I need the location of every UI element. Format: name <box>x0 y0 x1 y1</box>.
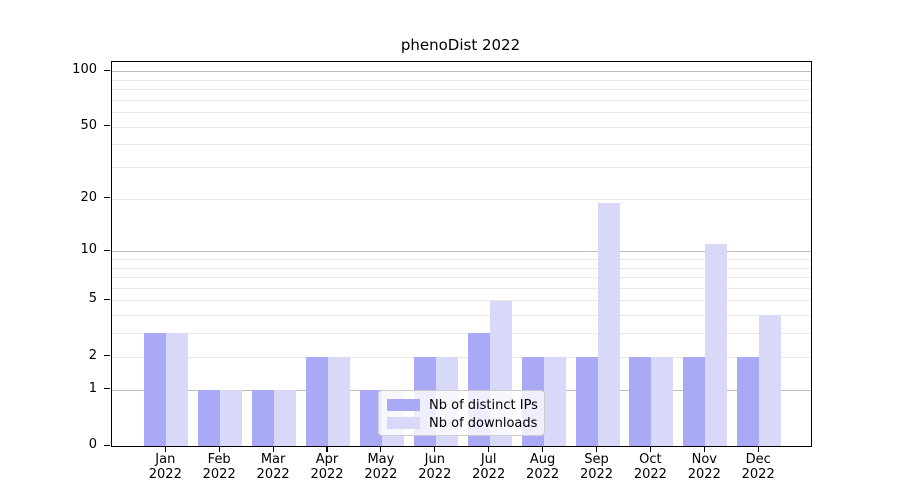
x-tick-label: Sep 2022 <box>579 452 614 482</box>
x-tick-label: Jun 2022 <box>418 452 452 482</box>
bar-distinct-ips <box>359 389 382 446</box>
legend-label: Nb of distinct IPs <box>429 397 538 413</box>
x-tick-mark <box>434 446 436 452</box>
plot-area <box>111 61 812 447</box>
bar-downloads <box>543 356 566 446</box>
y-tick-mark <box>104 69 110 71</box>
major-gridline <box>112 71 811 73</box>
legend-item-distinct-ips: Nb of distinct IPs <box>387 396 538 414</box>
x-tick-label: Apr 2022 <box>310 452 344 482</box>
y-tick-label: 50 <box>80 117 97 133</box>
x-tick-mark <box>326 446 328 452</box>
x-tick-label: Mar 2022 <box>256 452 290 482</box>
minor-gridline <box>112 144 811 146</box>
y-tick-mark <box>104 197 110 199</box>
bar-distinct-ips <box>737 356 760 446</box>
minor-gridline <box>112 356 811 358</box>
y-tick-label: 5 <box>88 291 97 307</box>
bar-distinct-ips <box>198 389 221 446</box>
minor-gridline <box>112 198 811 200</box>
x-tick-label: Feb 2022 <box>202 452 236 482</box>
y-tick-label: 0 <box>88 437 97 452</box>
x-tick-mark <box>542 446 544 452</box>
x-tick-mark <box>703 446 705 452</box>
x-tick-mark <box>218 446 220 452</box>
y-tick-label: 1 <box>88 380 97 396</box>
x-tick-label: Nov 2022 <box>687 452 721 482</box>
x-tick-label: Dec 2022 <box>741 452 775 482</box>
y-tick-mark <box>104 388 110 390</box>
legend: Nb of distinct IPs Nb of downloads <box>378 390 545 436</box>
minor-gridline <box>112 167 811 169</box>
x-tick-label: Oct 2022 <box>633 452 667 482</box>
x-tick-mark <box>757 446 759 452</box>
bar-downloads <box>759 315 782 446</box>
minor-gridline <box>112 89 811 91</box>
y-tick-mark <box>104 125 110 127</box>
bar-distinct-ips <box>629 356 652 446</box>
y-tick-mark <box>104 298 110 301</box>
y-tick-mark <box>104 444 110 446</box>
bar-downloads <box>328 356 350 446</box>
minor-gridline <box>112 300 811 302</box>
chart-title: phenoDist 2022 <box>400 36 521 54</box>
bar-downloads <box>166 333 189 446</box>
major-gridline <box>112 251 811 253</box>
minor-gridline <box>112 126 811 128</box>
legend-label: Nb of downloads <box>429 415 538 431</box>
bar-downloads <box>220 389 243 446</box>
minor-gridline <box>112 333 811 335</box>
y-tick-label: 100 <box>72 62 97 78</box>
minor-gridline <box>112 267 811 269</box>
x-tick-label: Jan 2022 <box>148 452 182 482</box>
y-tick-label: 2 <box>88 347 97 363</box>
minor-gridline <box>112 277 811 279</box>
y-tick-mark <box>104 249 110 251</box>
minor-gridline <box>112 99 811 101</box>
x-tick-mark <box>488 446 490 452</box>
legend-swatch-downloads <box>387 417 420 429</box>
x-tick-label: Aug 2022 <box>526 452 560 482</box>
y-tick-label: 10 <box>80 242 97 258</box>
bar-distinct-ips <box>252 389 275 446</box>
minor-gridline <box>112 315 811 317</box>
minor-gridline <box>112 287 811 289</box>
bar-distinct-ips <box>144 333 167 446</box>
x-tick-label: Jul 2022 <box>472 452 506 482</box>
minor-gridline <box>112 112 811 114</box>
y-tick-mark <box>104 355 110 357</box>
bar-distinct-ips <box>683 356 706 446</box>
legend-item-downloads: Nb of downloads <box>387 414 538 432</box>
legend-swatch-distinct-ips <box>387 399 420 411</box>
x-tick-mark <box>164 446 166 452</box>
bar-downloads <box>705 244 728 446</box>
bar-downloads <box>274 389 297 446</box>
bar-distinct-ips <box>575 356 598 446</box>
minor-gridline <box>112 79 811 81</box>
y-tick-label: 20 <box>80 189 97 205</box>
minor-gridline <box>112 259 811 260</box>
bar-downloads <box>597 202 620 446</box>
x-tick-mark <box>595 446 598 452</box>
x-tick-label: May 2022 <box>364 452 398 482</box>
bar-downloads <box>651 356 674 446</box>
x-tick-mark <box>380 446 382 452</box>
x-tick-mark <box>649 446 651 452</box>
x-tick-mark <box>272 446 274 452</box>
bar-distinct-ips <box>306 356 328 446</box>
